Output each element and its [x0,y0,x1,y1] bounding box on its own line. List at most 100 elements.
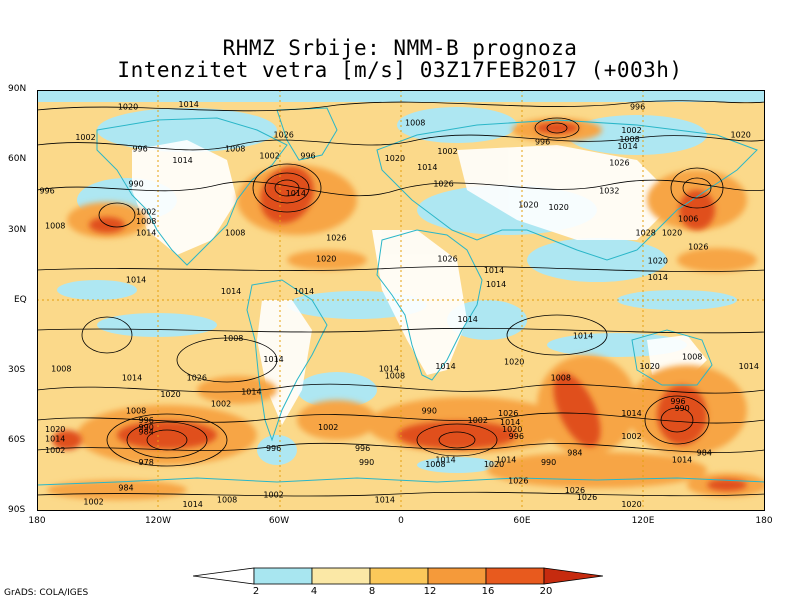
colorbar-label: 8 [368,586,376,597]
isobar-label: 1020 [504,357,524,366]
colorbar-segment [369,567,429,585]
credit-text: GrADS: COLA/IGES [4,588,89,598]
isobar-label: 996 [39,187,54,196]
isobar-label: 1008 [51,364,71,373]
isobar-label: 1008 [225,145,245,154]
isobar-label: 1008 [217,495,237,504]
isobar-label: 1026 [437,254,457,263]
colorbar-label: 20 [539,586,553,597]
colorbar-segment [543,567,603,585]
isobar-label: 1014 [496,456,516,465]
isobar-label: 1014 [126,276,146,285]
colorbar-label: 16 [481,586,495,597]
lat-tick-label: EQ [14,295,27,305]
lon-tick-label: 120W [144,516,172,526]
isobar-label: 996 [535,138,550,147]
isobar-label: 1014 [172,156,192,165]
isobar-label: 1020 [621,500,641,509]
isobar-label: 1020 [45,425,65,434]
isobar-label: 1014 [500,418,520,427]
isobar-label: 1020 [385,154,405,163]
isobar-label: 1008 [425,460,445,469]
isobar-label: 1014 [435,456,455,465]
coastline-africa [376,229,483,381]
isobar-label: 1020 [484,460,504,469]
isobar-label: 1014 [294,287,314,296]
isobar-label: 996 [300,152,315,161]
isobar-label: 1020 [662,229,682,238]
lat-tick-label: 60S [8,435,26,445]
isobar-label: 996 [670,397,685,406]
isobar-label: 1008 [385,371,405,380]
isobar-label: 1020 [518,201,538,210]
isobar-label: 996 [630,102,645,111]
lat-tick-label: 30N [8,225,27,235]
isobar-label: 1008 [136,217,156,226]
isobar-label: 1014 [435,362,455,371]
isobar-label: 1020 [118,102,138,111]
colorbar-label: 2 [252,586,260,597]
isobar-label: 1026 [565,486,585,495]
isobar-label: 1014 [484,266,504,275]
isobar-label: 1008 [551,374,571,383]
isobar-label: 984 [139,428,154,437]
isobar-label: 996 [132,145,147,154]
isobar-label: 1008 [682,353,702,362]
lon-tick-label: 120E [631,516,655,526]
isobar-label: 1014 [672,456,692,465]
isobar-label: 1014 [286,189,306,198]
map-subtitle: Intenzitet vetra [m/s] 03Z17FEB2017 (+00… [117,58,683,82]
isobar-label: 1014 [458,315,478,324]
isobar-label: 990 [422,406,437,415]
isobar-label: 1020 [648,257,668,266]
lon-tick-label: 60W [268,516,290,526]
coastline-antarctica [37,477,765,486]
isobar-label: 1002 [437,147,457,156]
isobar-label: 1002 [45,446,65,455]
graticule [37,90,765,511]
isobar-label: 1026 [508,477,528,486]
isobar-label: 1008 [45,222,65,231]
lon-tick-label: 180 [28,516,46,526]
coastlines [37,107,765,486]
map-frame [37,90,765,511]
isobar-label: 1014 [45,435,65,444]
isobar-label: 1026 [577,493,597,502]
isobar-label: 1002 [621,432,641,441]
isobar-label: 1014 [375,495,395,504]
isobar-label: 1026 [433,180,453,189]
isobar-label: 984 [118,484,133,493]
isobar-label: 1002 [468,416,488,425]
isobar-label: 1032 [599,187,619,196]
isobar-label: 1014 [136,229,156,238]
isobar-label: 1014 [241,388,261,397]
isobar-label: 1002 [83,498,103,507]
isobar-label: 996 [266,444,281,453]
colorbar-label: 12 [423,586,437,597]
lat-tick-label: 90N [8,84,27,94]
isobar-label: 1002 [136,208,156,217]
isobar-label: 1026 [326,233,346,242]
isobar-label: 1026 [187,374,207,383]
isobar-label: 1008 [223,334,243,343]
coastline-eurasia [376,119,758,261]
isobar-label: 1026 [688,243,708,252]
isobar-label: 1014 [617,142,637,151]
lon-tick-label: 180 [755,516,773,526]
isobar-label: 1002 [211,399,231,408]
isobars [37,100,765,497]
isobar-label: 1014 [621,409,641,418]
isobar-label: 990 [541,458,556,467]
isobar-label: 1026 [609,159,629,168]
isobar-label: 1002 [621,126,641,135]
isobar-label: 1014 [573,332,593,341]
isobar-label: 978 [139,458,154,467]
isobar-label: 1020 [731,130,751,139]
isobar-label: 1014 [648,273,668,282]
isobar-label: 1008 [619,135,639,144]
isobar-label: 1020 [549,203,569,212]
colorbar-segment [311,567,371,585]
isobar-label: 996 [355,444,370,453]
